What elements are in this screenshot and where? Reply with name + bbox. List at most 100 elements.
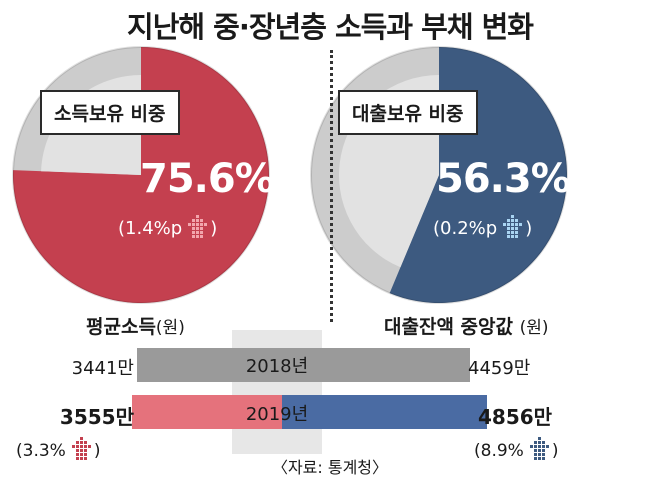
arrow-dot bbox=[79, 449, 83, 452]
arrow-dot bbox=[196, 235, 200, 238]
arrow-dot bbox=[196, 219, 200, 222]
income-bar-2018 bbox=[136, 348, 282, 382]
arrow-dot bbox=[541, 457, 545, 460]
arrow-dot bbox=[537, 449, 541, 452]
arrow-dot bbox=[83, 445, 87, 448]
arrow-dot bbox=[515, 227, 519, 230]
year-label-2019: 2019년 bbox=[245, 404, 309, 425]
income-section-title: 평균소득(원) bbox=[86, 312, 185, 339]
arrow-dot bbox=[537, 445, 541, 448]
arrow-dot bbox=[75, 445, 79, 448]
income-pie-change-text: (1.4%p bbox=[118, 218, 183, 239]
arrow-dot bbox=[196, 223, 200, 226]
arrow-dot bbox=[519, 223, 523, 226]
debt-pie-label: 대출보유 비중 bbox=[338, 90, 478, 135]
arrow-dot bbox=[507, 235, 511, 238]
arrow-dot bbox=[192, 219, 196, 222]
arrow-dot bbox=[87, 445, 91, 448]
arrow-dot bbox=[533, 449, 537, 452]
arrow-dot bbox=[515, 235, 519, 238]
arrow-dot bbox=[75, 449, 79, 452]
debt-unit: (원) bbox=[519, 318, 549, 338]
arrow-dot bbox=[200, 223, 204, 226]
debt-change-text: (8.9% bbox=[474, 441, 524, 461]
arrow-dot bbox=[507, 227, 511, 230]
arrow-dot bbox=[204, 223, 208, 226]
source-note: 〈자료: 통계청〉 bbox=[271, 458, 389, 477]
debt-bar-2019 bbox=[282, 395, 487, 429]
arrow-dot bbox=[196, 215, 200, 218]
arrow-dot bbox=[537, 457, 541, 460]
income-change: (3.3%) bbox=[16, 436, 100, 461]
arrow-dot bbox=[511, 219, 515, 222]
debt-2018-value: 4459만 bbox=[468, 358, 531, 379]
income-pie-main-slice bbox=[13, 47, 270, 304]
arrow-dot bbox=[541, 453, 545, 456]
arrow-dot bbox=[79, 453, 83, 456]
arrow-dot bbox=[511, 215, 515, 218]
income-pie-value: 75.6% bbox=[140, 156, 275, 202]
dotted-up-arrow-icon bbox=[529, 437, 549, 460]
arrow-dot bbox=[200, 235, 204, 238]
arrow-dot bbox=[511, 223, 515, 226]
arrow-dot bbox=[507, 223, 511, 226]
arrow-dot bbox=[83, 441, 87, 444]
arrow-dot bbox=[196, 231, 200, 234]
income-pie-change: (1.4%p) bbox=[118, 214, 217, 239]
arrow-dot bbox=[200, 219, 204, 222]
arrow-dot bbox=[192, 223, 196, 226]
arrow-dot bbox=[545, 445, 549, 448]
income-bar-2019 bbox=[132, 395, 282, 429]
arrow-dot bbox=[537, 441, 541, 444]
income-2019-value: 3555만 bbox=[59, 405, 134, 429]
arrow-dot bbox=[533, 441, 537, 444]
arrow-dot bbox=[537, 437, 541, 440]
debt-pie-change: (0.2%p) bbox=[433, 214, 532, 239]
arrow-dot bbox=[75, 453, 79, 456]
arrow-dot bbox=[71, 445, 75, 448]
arrow-dot bbox=[511, 235, 515, 238]
dotted-up-arrow-icon bbox=[71, 437, 91, 460]
arrow-dot bbox=[503, 223, 507, 226]
divider bbox=[330, 50, 333, 322]
arrow-dot bbox=[541, 449, 545, 452]
arrow-dot bbox=[541, 445, 545, 448]
dotted-up-arrow-icon bbox=[503, 215, 523, 238]
arrow-dot bbox=[515, 223, 519, 226]
arrow-dot bbox=[79, 457, 83, 460]
arrow-dot bbox=[196, 227, 200, 230]
year-label-2018: 2018년 bbox=[245, 356, 309, 377]
income-2018-value: 3441만 bbox=[71, 358, 134, 379]
debt-pie-main-slice bbox=[389, 47, 567, 303]
arrow-dot bbox=[533, 445, 537, 448]
debt-bar-2018 bbox=[282, 348, 471, 382]
arrow-dot bbox=[507, 219, 511, 222]
arrow-dot bbox=[83, 453, 87, 456]
debt-change: (8.9%) bbox=[474, 436, 558, 461]
arrow-dot bbox=[533, 457, 537, 460]
arrow-dot bbox=[200, 227, 204, 230]
arrow-dot bbox=[75, 441, 79, 444]
arrow-dot bbox=[529, 445, 533, 448]
arrow-dot bbox=[79, 441, 83, 444]
income-pie-label: 소득보유 비중 bbox=[40, 90, 180, 135]
dotted-up-arrow-icon bbox=[188, 215, 208, 238]
income-title-text: 평균소득 bbox=[86, 316, 156, 338]
debt-title-text: 대출잔액 중앙값 bbox=[384, 316, 513, 338]
arrow-dot bbox=[75, 457, 79, 460]
arrow-dot bbox=[511, 227, 515, 230]
chart-title: 지난해 중·장년층 소득과 부채 변화 bbox=[127, 10, 534, 44]
arrow-dot bbox=[83, 449, 87, 452]
arrow-dot bbox=[537, 453, 541, 456]
debt-pie-outline bbox=[310, 46, 568, 304]
arrow-dot bbox=[192, 231, 196, 234]
income-unit: (원) bbox=[155, 318, 185, 338]
arrow-dot bbox=[533, 453, 537, 456]
arrow-dot bbox=[507, 231, 511, 234]
arrow-dot bbox=[83, 457, 87, 460]
arrow-dot bbox=[79, 445, 83, 448]
arrow-dot bbox=[79, 437, 83, 440]
debt-pie-value: 56.3% bbox=[436, 156, 571, 202]
income-pie-outline bbox=[12, 46, 270, 304]
arrow-dot bbox=[511, 231, 515, 234]
